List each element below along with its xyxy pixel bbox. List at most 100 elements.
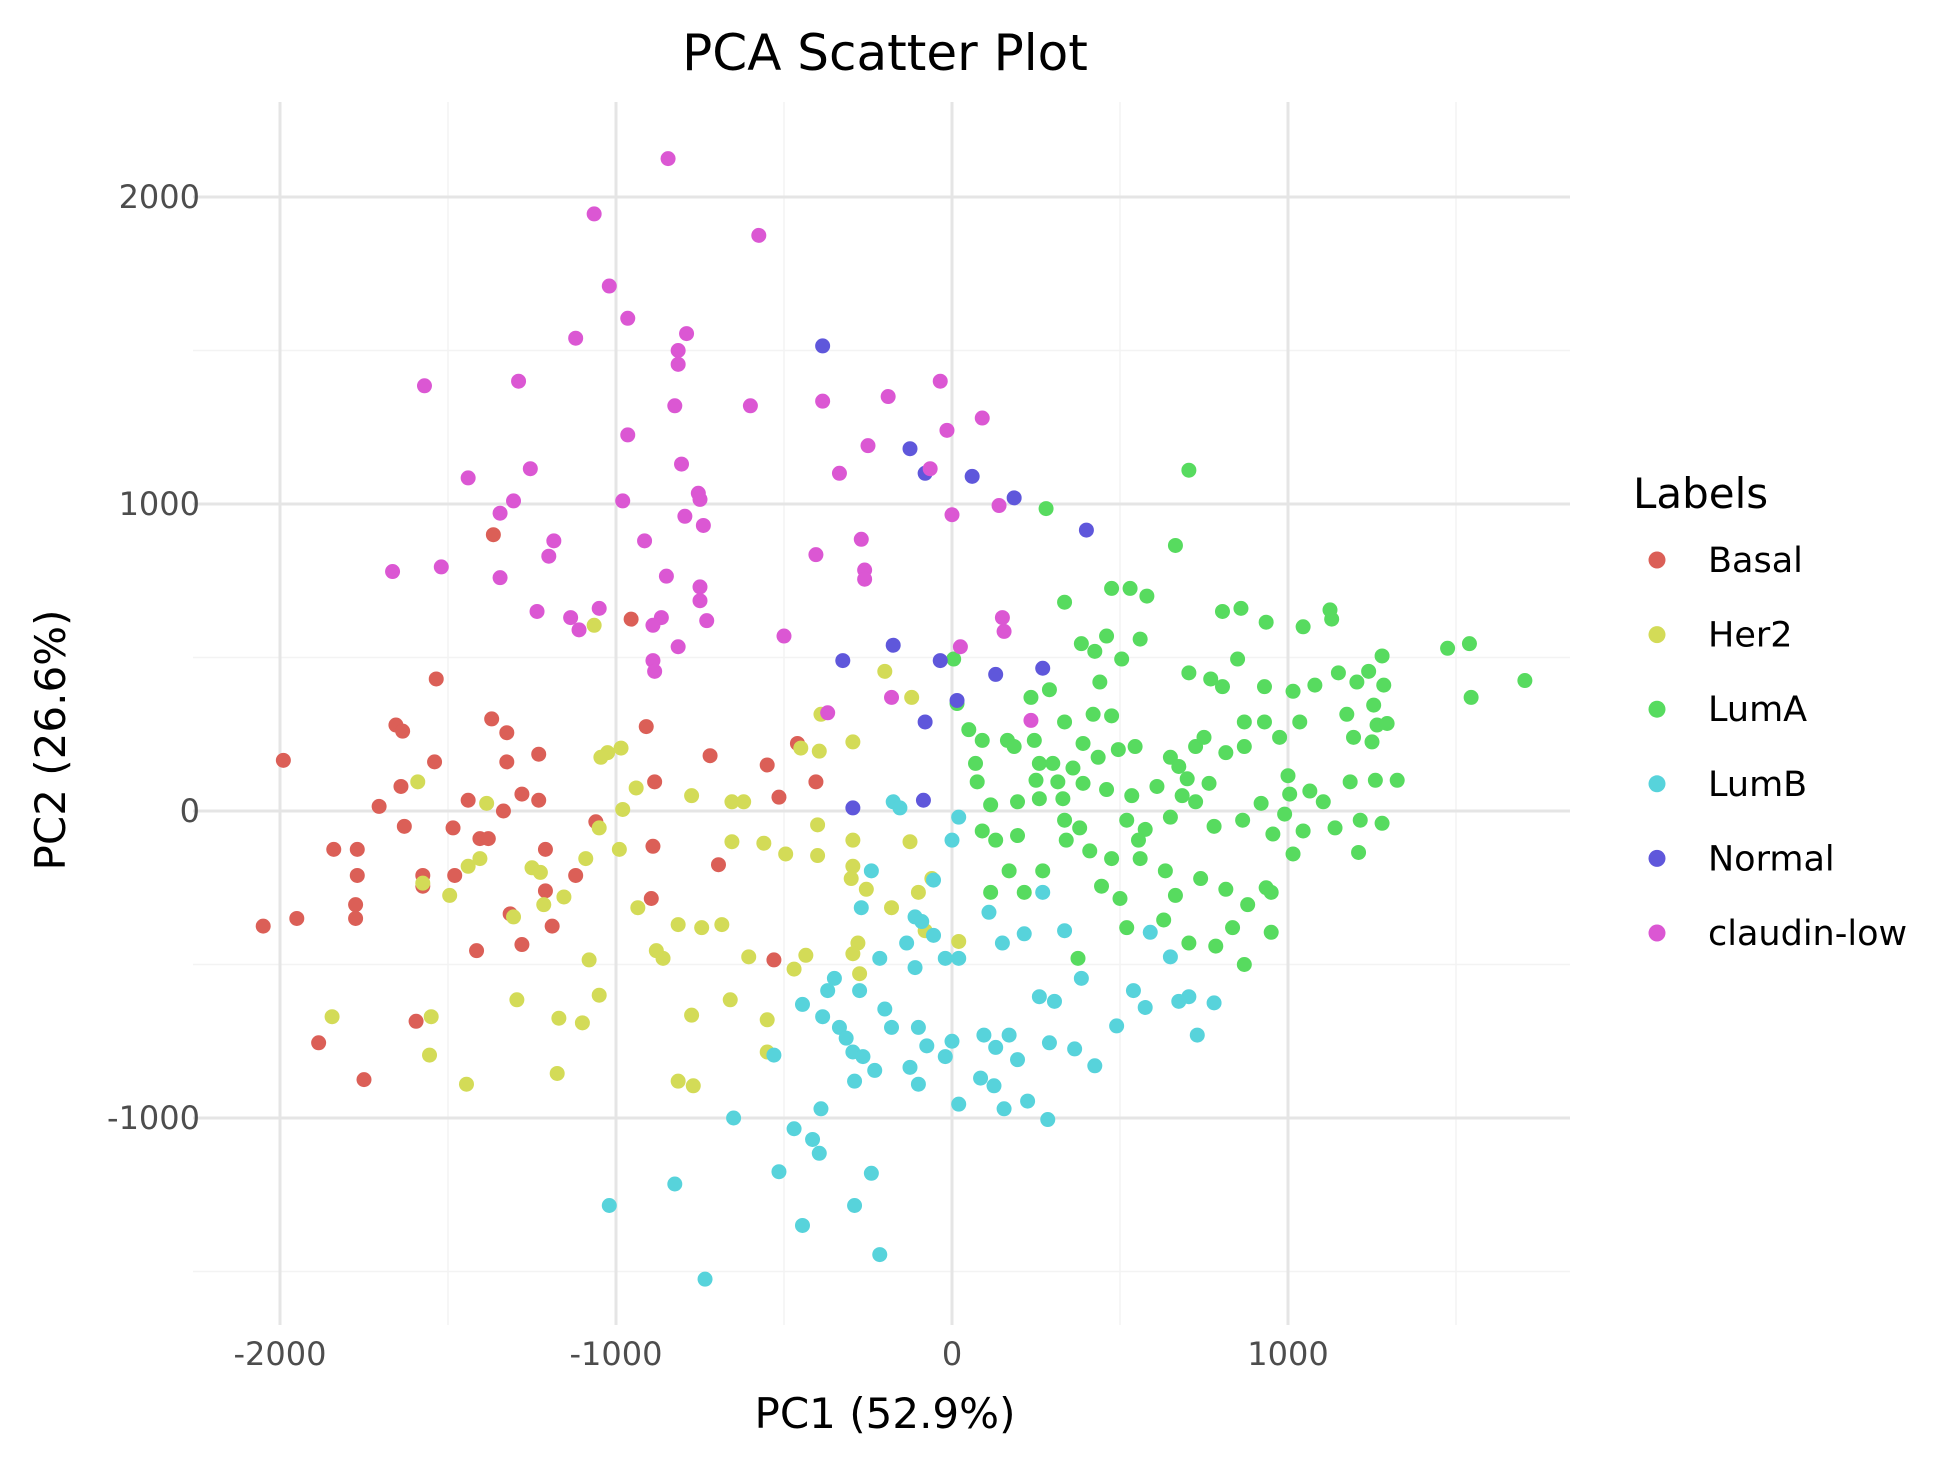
point-lumb [937,950,953,966]
point-claudin-low [742,398,758,414]
point-lumb [786,1121,802,1137]
point-luma [1127,739,1143,755]
point-luma [1065,760,1081,776]
point-normal [932,653,948,669]
point-luma [1193,871,1209,887]
point-her2 [615,801,631,817]
point-lumb [907,960,923,976]
point-her2 [578,851,594,867]
point-her2 [756,835,772,851]
point-claudin-low [820,705,836,721]
point-luma [969,774,985,790]
point-luma [1233,600,1249,616]
point-luma [1122,580,1138,596]
point-claudin-low [857,571,873,587]
point-luma [1132,631,1148,647]
point-basal [771,789,787,805]
point-luma [1139,588,1155,604]
point-basal [427,754,443,770]
point-lumb [863,1165,879,1181]
point-lumb [726,1110,742,1126]
point-her2 [722,992,738,1008]
point-luma [1137,821,1153,837]
point-her2 [694,920,710,936]
point-lumb [1206,995,1222,1011]
point-claudin-low [563,610,579,626]
point-her2 [506,909,522,925]
point-luma [1265,826,1281,842]
point-basal [371,798,387,814]
point-luma [1006,739,1022,755]
point-claudin-low [620,427,636,443]
point-claudin-low [853,531,869,547]
point-basal [445,820,461,836]
legend-marker [1648,551,1666,569]
point-normal [917,714,933,730]
legend-marker [1648,849,1666,867]
point-luma [1041,682,1057,698]
point-lumb [794,996,810,1012]
point-lumb [951,809,967,825]
point-lumb [826,970,842,986]
point-lumb [863,863,879,879]
point-lumb [902,1059,918,1075]
point-her2 [591,987,607,1003]
legend-item-her2: Her2 [1648,616,1793,656]
point-luma [1057,714,1073,730]
point-luma [1092,674,1108,690]
point-her2 [793,740,809,756]
point-luma [1374,815,1390,831]
point-claudin-low [695,517,711,533]
point-basal [349,867,365,883]
point-claudin-low [658,568,674,584]
point-basal [275,752,291,768]
point-claudin-low [615,493,631,509]
point-luma [1149,778,1165,794]
point-lumb [1040,1112,1056,1128]
point-claudin-low [944,507,960,523]
point-luma [1517,673,1533,689]
point-luma [1366,697,1382,713]
legend-label: Normal [1708,839,1835,879]
series-lumb [601,794,1222,1287]
point-normal [1006,490,1022,506]
point-luma [1315,794,1331,810]
point-basal [623,611,639,627]
point-her2 [410,774,426,790]
point-basal [643,890,659,906]
point-luma [1010,828,1026,844]
point-luma [1132,851,1148,867]
point-her2 [741,949,757,965]
point-her2 [593,749,609,765]
point-luma [1104,851,1120,867]
point-lumb [820,983,836,999]
point-luma [1214,679,1230,695]
legend-label: Her2 [1708,616,1793,656]
point-lumb [892,800,908,816]
point-luma [1349,674,1365,690]
point-basal [349,841,365,857]
point-lumb [1125,983,1141,999]
point-her2 [910,884,926,900]
point-luma [1112,890,1128,906]
point-basal [645,838,661,854]
legend-item-luma: LumA [1648,690,1807,730]
point-basal [480,831,496,847]
point-her2 [684,788,700,804]
point-her2 [655,950,671,966]
point-luma [1292,714,1308,730]
point-luma [1367,772,1383,788]
point-normal [964,468,980,484]
grid [193,102,1570,1325]
point-luma [1016,884,1032,900]
point-basal [428,671,444,687]
point-lumb [1020,1093,1036,1109]
point-her2 [902,834,918,850]
point-luma [1082,843,1098,859]
point-lumb [996,1101,1012,1117]
point-luma [1218,745,1234,761]
point-claudin-low [776,628,792,644]
point-luma [1218,881,1234,897]
point-her2 [611,841,627,857]
point-claudin-low [1023,712,1039,728]
